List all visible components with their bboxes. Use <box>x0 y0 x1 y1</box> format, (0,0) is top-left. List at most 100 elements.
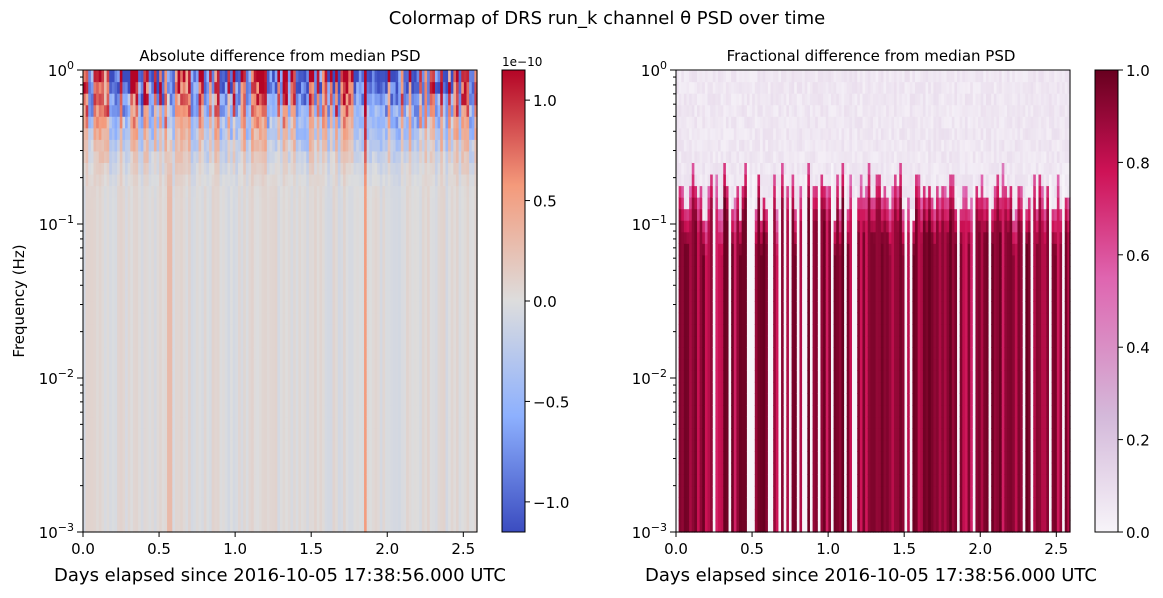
heatmap-cell <box>93 301 97 314</box>
heatmap-cell <box>224 173 229 187</box>
heatmap-cell <box>177 474 181 487</box>
heatmap-cell <box>193 173 197 187</box>
heatmap-cell <box>127 243 131 256</box>
heatmap-cell <box>203 185 208 198</box>
heatmap-cell <box>177 370 181 383</box>
heatmap-cell <box>130 347 134 360</box>
heatmap-cell <box>161 162 166 175</box>
heatmap-cell <box>111 497 116 510</box>
heatmap-cell <box>106 70 110 83</box>
heatmap-cell <box>90 197 95 210</box>
heatmap-cell <box>174 416 179 429</box>
heatmap-cell <box>209 324 213 337</box>
heatmap-cell <box>106 416 110 429</box>
heatmap-cell <box>164 439 168 452</box>
heatmap-cell <box>83 381 87 394</box>
heatmap-cell <box>219 150 223 163</box>
heatmap-cell <box>83 497 87 510</box>
heatmap-cell <box>117 520 121 533</box>
heatmap-cell <box>132 243 137 256</box>
heatmap-cell <box>156 301 160 314</box>
heatmap-cell <box>119 104 123 117</box>
heatmap-cell <box>230 197 234 210</box>
heatmap-cell <box>143 335 147 348</box>
heatmap-cell <box>148 197 152 210</box>
heatmap-cell <box>237 220 242 233</box>
heatmap-cell <box>182 116 187 129</box>
heatmap-cell <box>232 116 236 129</box>
heatmap-cell <box>182 162 187 175</box>
heatmap-cell <box>127 127 131 140</box>
heatmap-cell <box>151 474 155 487</box>
heatmap-cell <box>206 439 210 452</box>
heatmap-cell <box>222 324 226 337</box>
heatmap-cell <box>182 393 187 406</box>
heatmap-cell <box>240 139 244 152</box>
heatmap-cell <box>188 358 192 371</box>
heatmap-cell <box>230 324 234 337</box>
heatmap-cell <box>130 312 134 325</box>
heatmap-cell <box>167 208 171 221</box>
heatmap-cell <box>174 162 179 175</box>
heatmap-cell <box>109 231 113 244</box>
heatmap-cell <box>216 243 221 256</box>
heatmap-cell <box>104 393 108 406</box>
heatmap-cell <box>96 393 100 406</box>
heatmap-cell <box>230 370 234 383</box>
heatmap-cell <box>127 358 131 371</box>
heatmap-cell <box>111 173 116 187</box>
heatmap-cell <box>156 81 160 94</box>
heatmap-cell <box>185 173 189 187</box>
heatmap-cell <box>195 335 200 348</box>
heatmap-cell <box>159 497 163 510</box>
heatmap-cell <box>85 104 89 117</box>
heatmap-cell <box>85 358 89 371</box>
heatmap-cell <box>227 485 231 498</box>
heatmap-cell <box>156 404 160 418</box>
heatmap-cell <box>209 508 213 522</box>
heatmap-cell <box>198 173 202 187</box>
heatmap-cell <box>159 104 163 117</box>
heatmap-cell <box>98 231 102 244</box>
heatmap-cell <box>177 208 181 221</box>
heatmap-cell <box>201 416 205 429</box>
heatmap-cell <box>151 381 155 394</box>
heatmap-cell <box>159 416 163 429</box>
heatmap-cell <box>222 139 226 152</box>
heatmap-cell <box>111 358 116 371</box>
heatmap-cell <box>148 508 152 522</box>
heatmap-cell <box>119 428 123 441</box>
heatmap-cell <box>219 370 223 383</box>
heatmap-cell <box>198 416 202 429</box>
heatmap-cell <box>135 393 139 406</box>
heatmap-cell <box>119 93 123 106</box>
heatmap-cell <box>203 301 208 314</box>
heatmap-cell <box>219 312 223 325</box>
heatmap-cell <box>148 451 152 464</box>
heatmap-cell <box>206 485 210 498</box>
heatmap-cell <box>159 462 163 475</box>
heatmap-cell <box>201 162 205 175</box>
heatmap-cell <box>143 127 147 140</box>
heatmap-cell <box>164 150 168 163</box>
heatmap-cell <box>216 324 221 337</box>
heatmap-cell <box>195 520 200 533</box>
heatmap-cell <box>156 93 160 106</box>
heatmap-cell <box>130 185 134 198</box>
heatmap-cell <box>153 428 158 441</box>
heatmap-cell <box>235 404 239 418</box>
heatmap-cell <box>172 81 176 94</box>
heatmap-cell <box>161 324 166 337</box>
heatmap-cell <box>125 254 129 267</box>
heatmap-cell <box>106 254 110 267</box>
heatmap-cell <box>237 370 242 383</box>
heatmap-cell <box>190 289 194 302</box>
heatmap-cell <box>216 347 221 360</box>
left-heatmap <box>83 70 478 533</box>
heatmap-cell <box>90 220 95 233</box>
heatmap-cell <box>88 162 92 175</box>
heatmap-cell <box>232 393 236 406</box>
heatmap-cell <box>143 324 147 337</box>
heatmap-cell <box>132 451 137 464</box>
heatmap-cell <box>104 312 108 325</box>
